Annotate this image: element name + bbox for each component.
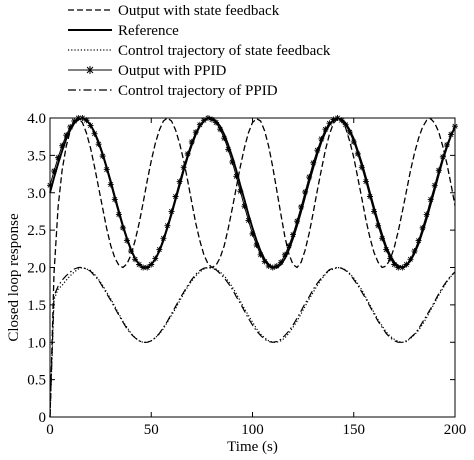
data-point-star (59, 142, 66, 149)
data-point-star (302, 189, 309, 196)
legend-label: Output with PPID (118, 63, 227, 79)
series-line (49, 266, 456, 418)
data-point-star (452, 123, 458, 130)
series-1 (49, 117, 456, 269)
data-point-star (375, 222, 382, 229)
data-point-star (277, 259, 284, 266)
y-tick-label: 4.0 (27, 111, 46, 127)
legend-item: Output with PPID (68, 63, 227, 79)
data-point-star (75, 115, 82, 121)
data-point-star (261, 258, 268, 265)
data-point-star (415, 237, 422, 244)
y-tick-label: 1.5 (27, 298, 46, 314)
data-point-star (71, 117, 78, 124)
data-point-star (209, 116, 215, 123)
y-tick-label: 0.5 (27, 373, 46, 389)
series-line (49, 266, 456, 418)
data-point-star (379, 235, 386, 242)
data-point-star (435, 167, 442, 174)
data-point-star (253, 242, 260, 249)
data-point-star (391, 261, 398, 268)
data-point-star (221, 135, 228, 142)
data-point-star (322, 126, 329, 133)
data-point-star (55, 154, 62, 161)
data-point-star (241, 203, 248, 210)
data-point-star (273, 263, 280, 270)
data-point-star (47, 182, 53, 189)
legend-label: Control trajectory of state feedback (118, 43, 331, 59)
legend-star-marker (86, 66, 94, 74)
legend-item: Control trajectory of PPID (68, 83, 278, 99)
data-point-star (63, 132, 70, 139)
data-point-star (249, 230, 256, 237)
data-point-star (310, 159, 317, 166)
legend: Output with state feedback Reference Contr… (68, 3, 331, 99)
data-point-star (431, 182, 438, 189)
data-point-star (294, 218, 301, 225)
legend-item: Control trajectory of state feedback (68, 43, 331, 59)
data-point-star (419, 224, 426, 231)
data-point-star (225, 146, 232, 153)
y-tick-label: 1.0 (27, 335, 46, 351)
data-point-star (427, 196, 434, 203)
data-point-star (281, 251, 288, 258)
series-3 (47, 115, 458, 271)
data-point-star (395, 264, 402, 271)
y-tick-label: 2.5 (27, 223, 46, 239)
series-2 (49, 266, 456, 418)
data-point-star (423, 211, 430, 218)
legend-label: Control trajectory of PPID (118, 83, 278, 99)
data-point-star (184, 150, 191, 157)
series-line (49, 117, 456, 418)
data-point-star (233, 173, 240, 180)
x-tick-label: 150 (343, 422, 366, 438)
data-point-star (306, 174, 313, 181)
x-tick-label: 0 (46, 422, 54, 438)
y-tick-label: 0 (39, 410, 47, 426)
data-point-star (245, 217, 252, 224)
data-point-star (371, 208, 377, 215)
data-point-star (387, 255, 394, 262)
data-point-star (67, 123, 74, 130)
y-tick-label: 3.0 (27, 186, 46, 202)
series-line (49, 117, 456, 269)
legend-label: Output with state feedback (118, 3, 280, 19)
data-point-star (285, 242, 292, 249)
data-point-star (326, 120, 333, 127)
y-axis-label: Closed loop response (6, 213, 22, 342)
data-point-star (188, 138, 195, 145)
data-point-star (290, 231, 296, 238)
data-point-star (362, 178, 369, 185)
x-tick-label: 100 (241, 422, 264, 438)
data-point-star (229, 159, 236, 166)
data-point-star (358, 164, 365, 171)
data-point-star (257, 251, 264, 258)
y-tick-label: 3.5 (27, 148, 46, 164)
x-axis-label: Time (s) (227, 439, 278, 455)
data-point-star (318, 135, 325, 142)
legend-label: Reference (118, 23, 179, 39)
legend-item: Reference (68, 23, 179, 39)
data-point-star (350, 138, 357, 145)
x-tick-label: 50 (144, 422, 159, 438)
axis-ticks: 0 50 100 150 200 0 0.5 1.0 1.5 2.0 2.5 3.0 3.5 4.0 (27, 111, 466, 438)
x-tick-label: 200 (444, 422, 467, 438)
data-point-star (192, 129, 199, 136)
legend-item: Output with state feedback (68, 3, 280, 19)
data-point-star (217, 126, 224, 133)
data-point-star (298, 203, 305, 210)
data-point-star (176, 178, 183, 185)
y-tick-label: 2.0 (27, 261, 46, 277)
series-4 (49, 266, 456, 418)
data-point-star (265, 263, 272, 270)
series-layer (47, 115, 458, 418)
data-point-star (383, 246, 390, 253)
data-point-star (237, 188, 244, 195)
data-point-star (51, 168, 58, 175)
data-point-star (314, 147, 321, 154)
series-0 (49, 117, 456, 418)
